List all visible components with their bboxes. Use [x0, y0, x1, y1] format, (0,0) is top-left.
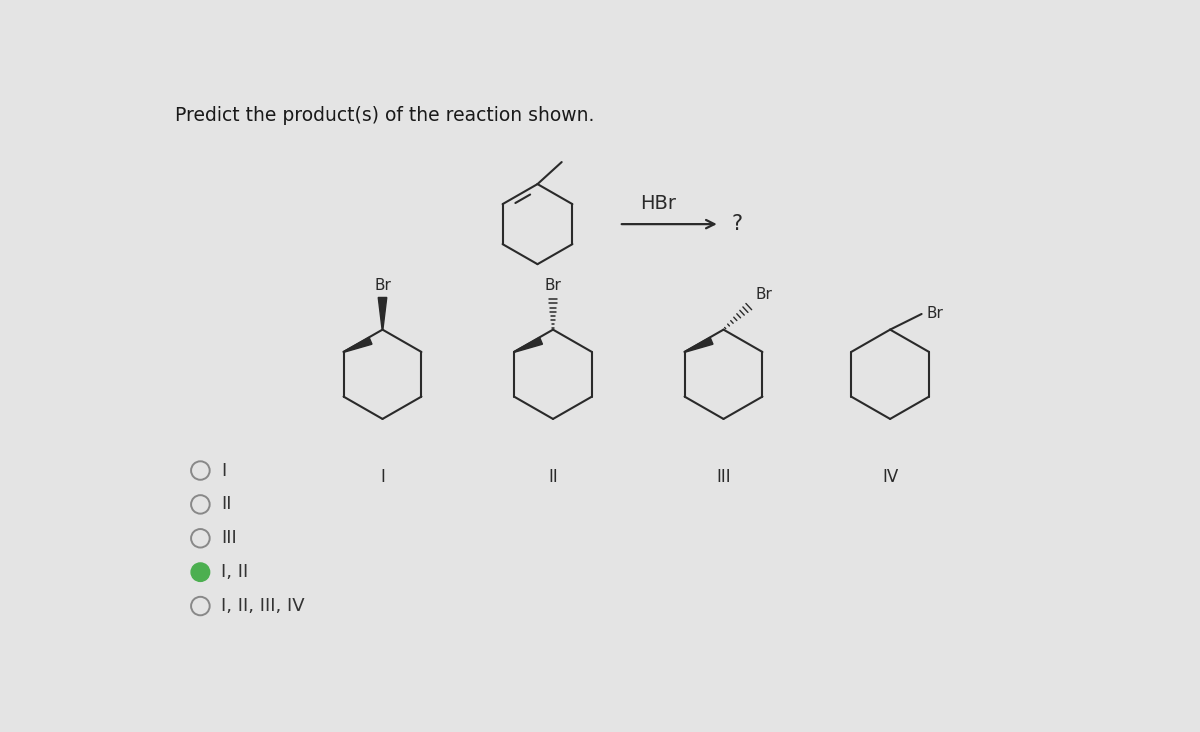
Polygon shape [514, 337, 542, 352]
Text: I, II: I, II [221, 563, 248, 581]
Text: II: II [548, 468, 558, 486]
Text: I: I [221, 462, 227, 479]
Text: IV: IV [882, 468, 899, 486]
Text: Br: Br [926, 307, 943, 321]
Text: I: I [380, 468, 385, 486]
Text: HBr: HBr [640, 195, 676, 213]
Polygon shape [343, 337, 372, 352]
Text: Br: Br [374, 278, 391, 293]
Text: Br: Br [545, 278, 562, 293]
Text: Predict the product(s) of the reaction shown.: Predict the product(s) of the reaction s… [175, 106, 594, 125]
Text: III: III [716, 468, 731, 486]
Text: I, II, III, IV: I, II, III, IV [221, 597, 305, 615]
Polygon shape [684, 337, 713, 352]
Text: ?: ? [731, 214, 743, 234]
Text: III: III [221, 529, 238, 548]
Polygon shape [378, 297, 386, 329]
Text: II: II [221, 496, 232, 513]
Text: Br: Br [755, 287, 772, 302]
Circle shape [191, 563, 210, 581]
